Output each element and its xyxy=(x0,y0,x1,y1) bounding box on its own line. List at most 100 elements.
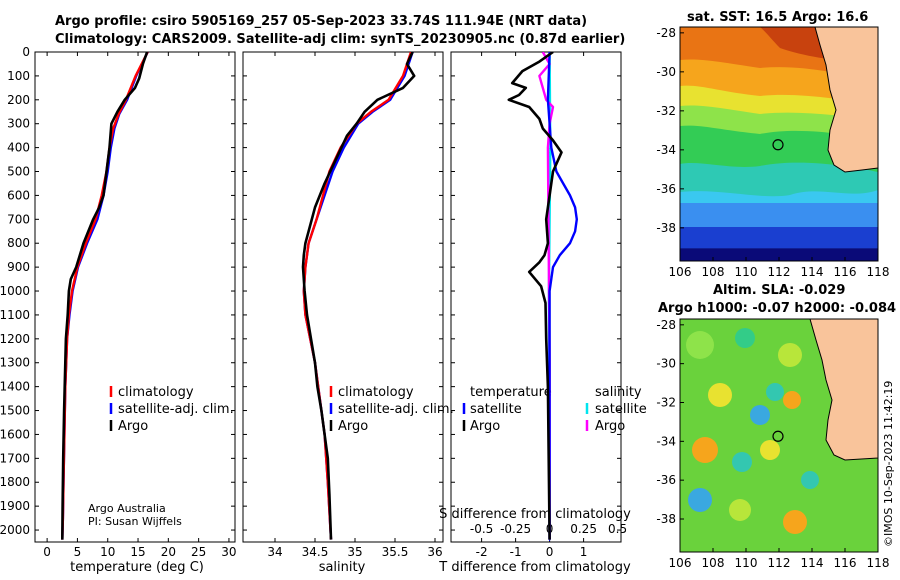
map-y-tick-label: -30 xyxy=(656,65,676,79)
x-tick-label: 35.5 xyxy=(382,545,409,559)
x-tick-label: 5 xyxy=(74,545,82,559)
series-group xyxy=(301,52,416,540)
x-tick-label: 0 xyxy=(546,545,554,559)
salinity-xlabel: salinity xyxy=(319,560,366,575)
depth-tick-label: 1300 xyxy=(0,356,30,370)
x-tick-label: 0 xyxy=(43,545,51,559)
credit-line2: PI: Susan Wijffels xyxy=(88,515,182,528)
legend-salinity-title: salinity xyxy=(595,385,642,400)
series-line-satellite-temperature-diff xyxy=(546,52,578,540)
map-y-tick-label: -34 xyxy=(656,434,676,448)
map-x-tick-label: 116 xyxy=(834,556,857,570)
depth-tick-label: 1700 xyxy=(0,451,30,465)
s-diff-tick-label: 0.5 xyxy=(608,522,627,536)
sdiff-xlabel: S difference from climatology xyxy=(439,507,631,522)
depth-tick-label: 1900 xyxy=(0,499,30,513)
map-x-tick-label: 112 xyxy=(768,265,791,279)
map-x-tick-label: 118 xyxy=(867,265,890,279)
x-tick-label: 10 xyxy=(100,545,115,559)
depth-tick-label: 100 xyxy=(7,69,30,83)
temperature-legend: climatology satellite-adj. clim. Argo xyxy=(109,385,234,434)
x-tick-label: 34 xyxy=(267,545,282,559)
series-line-argo xyxy=(301,52,416,540)
legend-s-argo: Argo xyxy=(595,419,625,434)
series-group xyxy=(61,52,149,540)
depth-tick-label: 1100 xyxy=(0,308,30,322)
x-tick-label: 25 xyxy=(191,545,206,559)
depth-tick-label: 1600 xyxy=(0,427,30,441)
sst-map-title: sat. SST: 16.5 Argo: 16.6 xyxy=(687,10,869,25)
legend-argo: Argo xyxy=(118,419,148,434)
map-x-tick-label: 108 xyxy=(702,556,725,570)
legend-climatology-sal: climatology xyxy=(338,385,414,400)
temperature-xlabel: temperature (deg C) xyxy=(70,560,204,575)
map-x-tick-label: 114 xyxy=(801,265,824,279)
legend-s-satellite: satellite xyxy=(595,402,647,417)
map-y-tick-label: -36 xyxy=(656,473,676,487)
s-diff-tick-label: -0.25 xyxy=(500,522,531,536)
depth-tick-label: 1800 xyxy=(0,475,30,489)
depth-tick-label: 2000 xyxy=(0,523,30,537)
argo-marker-circle xyxy=(772,430,784,442)
argo-position-marker-sla xyxy=(772,430,784,442)
legend-temperature-title: temperature xyxy=(470,385,552,400)
argo-marker-circle xyxy=(772,139,784,151)
x-tick-label: 34.5 xyxy=(302,545,329,559)
map-y-tick-label: -32 xyxy=(656,395,676,409)
x-tick-label: 15 xyxy=(130,545,145,559)
s-diff-tick-label: 0.25 xyxy=(570,522,597,536)
salinity-legend: climatology satellite-adj. clim. Argo xyxy=(329,385,454,434)
s-diff-tick-label: -0.5 xyxy=(470,522,493,536)
map-x-tick-label: 108 xyxy=(702,265,725,279)
series-line-argo xyxy=(61,52,149,540)
depth-tick-label: 1000 xyxy=(0,284,30,298)
depth-tick-label: 0 xyxy=(22,45,30,59)
legend-argo-sal: Argo xyxy=(338,419,368,434)
x-tick-label: 1 xyxy=(580,545,588,559)
map-y-tick-label: -30 xyxy=(656,357,676,371)
argo-position-marker xyxy=(772,139,784,151)
depth-tick-label: 900 xyxy=(7,260,30,274)
depth-tick-label: 600 xyxy=(7,188,30,202)
map-y-tick-label: -28 xyxy=(656,318,676,332)
figure-title-line1: Argo profile: csiro 5905169_257 05-Sep-2… xyxy=(55,14,588,29)
depth-tick-label: 200 xyxy=(7,93,30,107)
map-y-tick-label: -38 xyxy=(656,512,676,526)
depth-tick-label: 400 xyxy=(7,141,30,155)
series-line-argo-temperature-diff xyxy=(507,52,563,540)
x-tick-label: 30 xyxy=(221,545,236,559)
map-y-tick-label: -32 xyxy=(656,104,676,118)
depth-tick-label: 1500 xyxy=(0,404,30,418)
x-tick-label: -1 xyxy=(510,545,522,559)
x-tick-label: 35 xyxy=(347,545,362,559)
map-y-tick-label: -38 xyxy=(656,221,676,235)
map-x-tick-label: 114 xyxy=(801,556,824,570)
x-tick-label: 20 xyxy=(161,545,176,559)
legend-t-satellite: satellite xyxy=(470,402,522,417)
depth-tick-label: 500 xyxy=(7,165,30,179)
tdiff-xlabel: T difference from climatology xyxy=(438,560,631,575)
map-y-tick-label: -36 xyxy=(656,182,676,196)
sla-map-title-line2: Argo h1000: -0.07 h2000: -0.084 xyxy=(658,301,897,316)
difference-legend: temperature salinity satellite Argo sate… xyxy=(462,385,647,434)
map-x-tick-label: 118 xyxy=(867,556,890,570)
map-x-tick-label: 110 xyxy=(735,265,758,279)
legend-satellite-adj-sal: satellite-adj. clim. xyxy=(338,402,454,417)
sst-map xyxy=(680,27,878,261)
temperature-axes-frame xyxy=(34,51,236,543)
map-x-tick-label: 110 xyxy=(735,556,758,570)
sla-map-title-line1: Altim. SLA: -0.029 xyxy=(713,283,846,298)
legend-satellite-adj: satellite-adj. clim. xyxy=(118,402,234,417)
legend-climatology: climatology xyxy=(118,385,194,400)
sla-map xyxy=(680,319,878,552)
map-y-tick-label: -34 xyxy=(656,143,676,157)
credit-line1: Argo Australia xyxy=(88,502,166,515)
depth-tick-label: 800 xyxy=(7,236,30,250)
depth-tick-label: 300 xyxy=(7,117,30,131)
legend-t-argo: Argo xyxy=(470,419,500,434)
difference-axes-frame xyxy=(450,51,622,543)
map-y-tick-label: -28 xyxy=(656,26,676,40)
depth-tick-label: 1200 xyxy=(0,332,30,346)
x-tick-label: 36 xyxy=(427,545,442,559)
